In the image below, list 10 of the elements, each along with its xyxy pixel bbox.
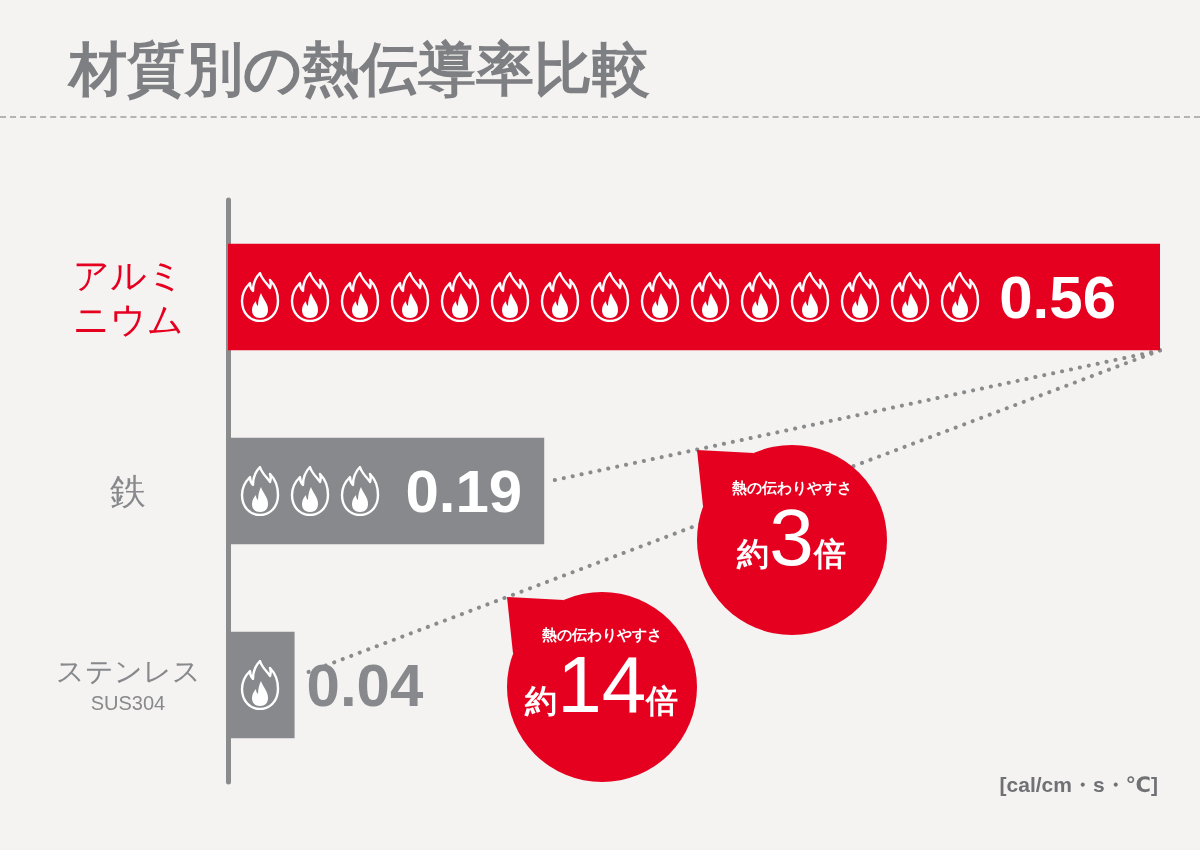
data-label: 0.56	[999, 263, 1116, 331]
text: 熱の伝わりやすさ約14倍	[525, 626, 679, 730]
y-tick-label: 鉄	[110, 470, 146, 512]
y-tick-label: アルミニウム	[72, 254, 184, 340]
text: 熱の伝わりやすさ約3倍	[731, 478, 852, 582]
y-tick-label: ステンレス SUS304	[55, 655, 201, 714]
x-axis-title: [cal/cm・s・℃]	[999, 773, 1159, 796]
data-label: 0.19	[405, 457, 523, 525]
chart-title: 材質別の熱伝導率比較	[67, 35, 650, 101]
data-label: 0.04	[306, 651, 424, 719]
